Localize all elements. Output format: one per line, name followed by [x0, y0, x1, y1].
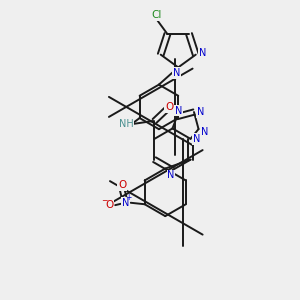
- Text: N: N: [167, 170, 175, 180]
- Text: Cl: Cl: [152, 10, 162, 20]
- Text: N: N: [175, 106, 182, 116]
- Text: −: −: [101, 196, 108, 206]
- Text: NH: NH: [119, 119, 134, 129]
- Text: O: O: [105, 200, 113, 210]
- Text: N: N: [197, 107, 204, 117]
- Text: N: N: [193, 134, 200, 144]
- Text: N: N: [199, 48, 206, 58]
- Text: N: N: [201, 127, 208, 137]
- Text: O: O: [165, 102, 173, 112]
- Text: O: O: [118, 180, 127, 190]
- Text: N: N: [122, 198, 129, 208]
- Text: N: N: [173, 68, 180, 78]
- Text: +: +: [125, 193, 131, 202]
